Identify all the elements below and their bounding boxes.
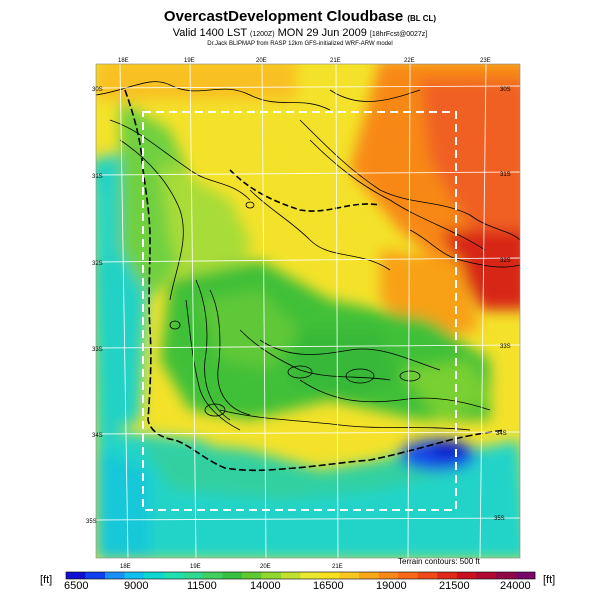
lon-label-top: 20E: [256, 58, 267, 64]
grid-labels: 18E 19E 20E 21E 22E 23E 18E 19E 20E 21E …: [86, 58, 511, 570]
colorbar-swatch: [105, 572, 125, 579]
colorbar-swatch: [183, 572, 204, 579]
coastline: [124, 89, 506, 472]
colorbar-swatch: [144, 572, 165, 579]
lat-label-left: 35S: [86, 519, 97, 525]
title-main: OvercastDevelopment Cloudbase: [163, 8, 404, 25]
colorbar-swatch: [339, 572, 360, 579]
colorbar-tick-label: 16500: [313, 580, 344, 592]
lat-label-left: 30S: [92, 87, 103, 93]
colorbar-swatch: [456, 572, 477, 579]
lat-label-left: 34S: [92, 433, 103, 439]
colorbar-tick-label: 14000: [250, 580, 281, 592]
lon-label-bottom: 18E: [120, 564, 131, 570]
lon-label-bottom: 19E: [190, 564, 201, 570]
colorbar-frame: [65, 571, 536, 580]
valid-prefix: Valid 1400 LST: [172, 27, 247, 39]
colorbar-swatch: [476, 572, 497, 579]
colorbar-tick-label: 24000: [500, 580, 531, 592]
lon-label-top: 23E: [480, 58, 491, 64]
colorbar-swatch: [124, 572, 145, 579]
lon-label-bottom: 21E: [332, 564, 343, 570]
inner-domain-box: [142, 111, 457, 511]
colorbar-swatch: [280, 572, 301, 579]
colorbar-tick-label: 6500: [64, 580, 89, 592]
colorbar-unit-left: [ft]: [40, 574, 53, 586]
lat-label-right: 35S: [494, 516, 505, 522]
title-suffix: (BL CL): [407, 14, 437, 23]
lon-label-top: 22E: [404, 58, 415, 64]
lon-label-top: 18E: [118, 58, 129, 64]
lat-label-left: 33S: [92, 347, 103, 353]
map-frame: [95, 63, 521, 559]
valid-date: MON 29 Jun 2009: [277, 27, 367, 39]
colorbar-swatch: [66, 572, 86, 579]
lat-label-right: 34S: [496, 431, 507, 437]
colorbar-swatch: [163, 572, 184, 579]
valid-time-line: Valid 1400 LST (1200Z) MON 29 Jun 2009 […: [0, 27, 600, 39]
colorbar-swatch: [398, 572, 419, 579]
lat-label-left: 32S: [92, 261, 103, 267]
colorbar-swatch: [222, 572, 243, 579]
colorbar-swatch: [320, 572, 340, 579]
colorbar-swatch: [378, 572, 399, 579]
valid-code: (1200Z): [250, 31, 275, 38]
colorbar-swatch: [85, 572, 106, 579]
colorbar-tick-label: 9000: [124, 580, 149, 592]
colorbar-swatch: [359, 572, 379, 579]
colorbar-swatch: [437, 572, 458, 579]
model-description: Dr.Jack BLIPMAP from RASP 12km GFS-initi…: [207, 41, 393, 47]
lon-label-top: 19E: [184, 58, 195, 64]
colorbar-tick-label: 11500: [187, 580, 217, 592]
field-color-patches: [96, 64, 520, 558]
colorbar-swatch: [261, 572, 282, 579]
map-title: OvercastDevelopment Cloudbase (BL CL): [0, 8, 600, 25]
lon-label-bottom: 20E: [260, 564, 271, 570]
colorbar-swatch: [241, 572, 262, 579]
colorbar-tick-label: 21500: [439, 580, 470, 592]
colorbar: [65, 571, 536, 580]
cloudbase-field: [96, 64, 520, 558]
colorbar-swatch: [202, 572, 223, 579]
lat-label-right: 32S: [500, 258, 511, 264]
colorbar-tick-label: 19000: [376, 580, 407, 592]
lon-label-top: 21E: [330, 58, 341, 64]
latlon-grid: [96, 64, 520, 558]
lat-label-left: 31S: [92, 174, 103, 180]
lat-label-right: 30S: [500, 87, 511, 93]
lat-label-right: 31S: [500, 172, 511, 178]
terrain-contours: [96, 81, 520, 431]
colorbar-swatch: [495, 572, 516, 579]
colorbar-swatch: [515, 572, 536, 579]
valid-suffix: [18hrFcst@0027z]: [369, 31, 428, 38]
terrain-contours-note: Terrain contours: 500 ft: [398, 557, 480, 566]
lat-label-right: 33S: [500, 344, 511, 350]
colorbar-swatch: [417, 572, 438, 579]
colorbar-swatch: [300, 572, 321, 579]
colorbar-unit-right: [ft]: [543, 574, 556, 586]
